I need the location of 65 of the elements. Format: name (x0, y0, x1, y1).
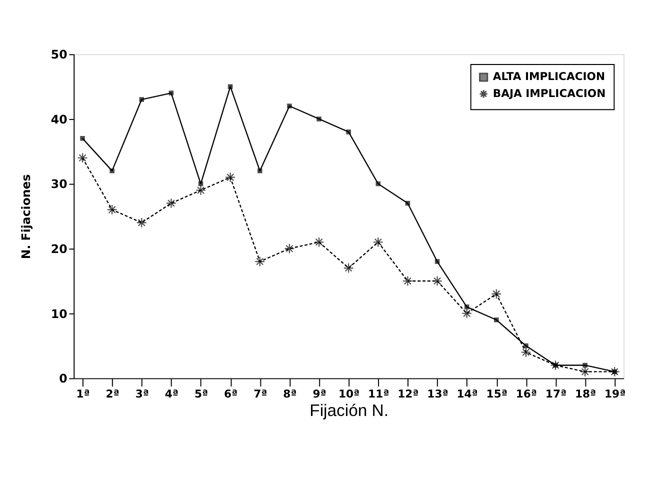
x-tick-label: 11ª (368, 387, 390, 400)
y-tick-label: 0 (59, 372, 68, 386)
x-tick-label: 4ª (164, 387, 178, 400)
point (434, 259, 440, 264)
point (166, 198, 176, 208)
point (168, 90, 174, 96)
point (524, 343, 528, 348)
y-tick-label: 40 (50, 112, 68, 126)
x-tick-label: 5ª (194, 387, 208, 400)
point (254, 256, 266, 267)
x-tick-label: 12ª (398, 387, 419, 400)
x-tick-label: 13ª (427, 387, 448, 400)
y-tick-label: 10 (50, 306, 68, 321)
point (225, 172, 236, 182)
x-tick-label: 6ª (224, 387, 238, 400)
point (402, 276, 413, 286)
point (110, 168, 114, 174)
point (106, 204, 118, 215)
x-tick-label: 16ª (516, 387, 537, 400)
x-tick-label: 3ª (135, 387, 149, 400)
point (609, 366, 620, 377)
point (376, 181, 381, 186)
x-tick-label: 14ª (456, 387, 478, 400)
point (405, 200, 410, 206)
point (287, 104, 292, 108)
point (343, 262, 354, 274)
point (228, 84, 233, 89)
point (258, 168, 262, 174)
point (314, 236, 324, 248)
point (464, 304, 470, 310)
point (77, 152, 88, 164)
legend-label: BAJA IMPLICACION (492, 86, 606, 100)
point (432, 276, 442, 286)
x-tick-label: 15ª (486, 387, 508, 400)
y-tick-label: 50 (50, 48, 68, 62)
y-axis-title: N. Fijaciones (19, 174, 34, 260)
y-tick-label: 30 (50, 177, 68, 192)
point (491, 288, 502, 300)
point (550, 360, 561, 370)
point (316, 116, 322, 122)
x-tick-label: 19ª (604, 387, 626, 400)
point (284, 243, 295, 254)
point (346, 130, 351, 134)
x-tick-label: 17ª (545, 387, 567, 400)
x-tick-label: 1ª (76, 387, 90, 400)
x-tick-label: 10ª (338, 387, 360, 400)
point (139, 97, 144, 102)
legend-label: ALTA IMPLICACION (492, 70, 606, 84)
point (462, 308, 472, 319)
point (136, 217, 147, 228)
point (372, 236, 384, 248)
point (80, 136, 85, 141)
x-tick-label: 8ª (283, 387, 297, 400)
point (580, 366, 590, 377)
x-axis-title: Fijación N. (310, 400, 388, 420)
point (196, 185, 206, 196)
x-tick-label: 9ª (312, 387, 326, 400)
x-tick-label: 2ª (106, 387, 120, 400)
y-tick-label: 20 (50, 242, 68, 256)
x-tick-label: 18ª (574, 387, 596, 400)
point (582, 362, 588, 368)
point (494, 317, 499, 322)
x-tick-label: 7ª (254, 387, 268, 400)
point (198, 181, 204, 186)
point (520, 347, 532, 358)
